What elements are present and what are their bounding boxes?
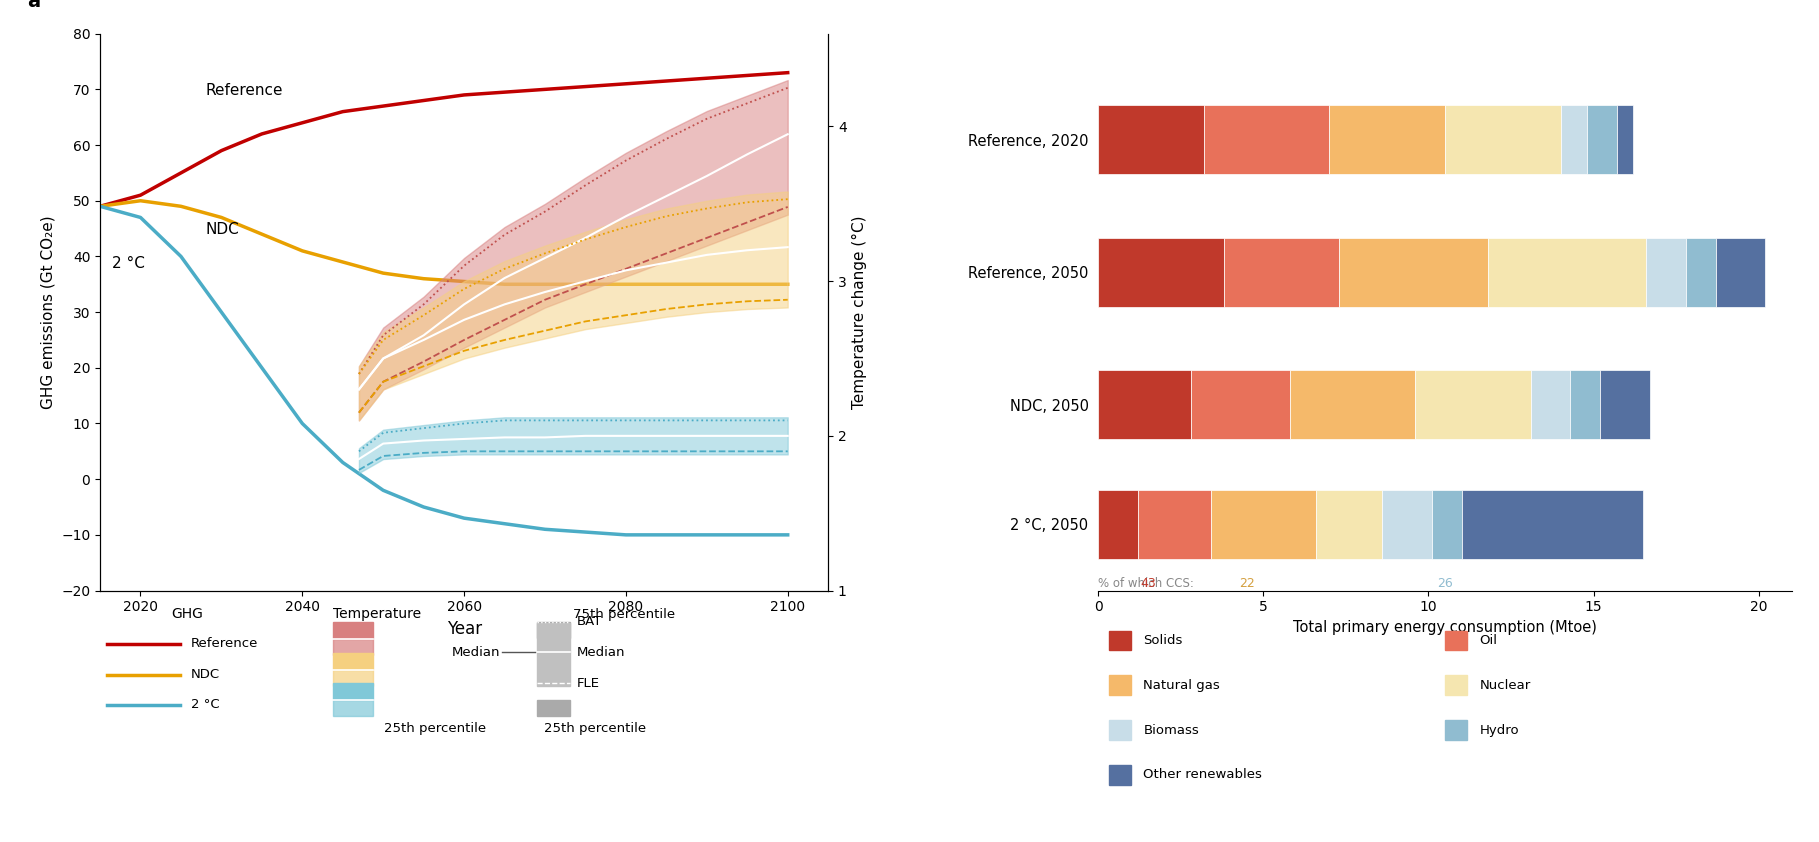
Text: 2 °C: 2 °C (191, 698, 220, 711)
Text: 43: 43 (1141, 578, 1155, 590)
Bar (333, 653, 373, 669)
Bar (1415, 370, 1532, 440)
Text: 2 °C: 2 °C (113, 256, 146, 270)
Bar (1586, 105, 1617, 174)
Y-axis label: GHG emissions (Gt CO₂e): GHG emissions (Gt CO₂e) (40, 216, 56, 409)
Bar (1108, 720, 1131, 740)
Bar (1561, 105, 1586, 174)
Text: 26: 26 (1437, 578, 1453, 590)
Text: NDC: NDC (206, 222, 238, 237)
Bar (333, 700, 373, 716)
Bar (1108, 765, 1131, 785)
Bar (1204, 105, 1330, 174)
Bar (1099, 370, 1191, 440)
Bar (1532, 370, 1570, 440)
Text: 25th percentile: 25th percentile (384, 722, 486, 734)
Text: Biomass: Biomass (1144, 723, 1199, 737)
Bar (1715, 237, 1764, 306)
Text: Median: Median (451, 646, 500, 658)
Bar (1488, 237, 1646, 306)
Text: NDC: NDC (191, 669, 220, 681)
Bar (537, 622, 569, 638)
Bar (1224, 237, 1339, 306)
Text: Reference: Reference (206, 83, 282, 98)
Bar (1099, 237, 1224, 306)
Bar (1317, 490, 1382, 559)
Text: Nuclear: Nuclear (1479, 679, 1532, 692)
Bar (1191, 370, 1290, 440)
Bar (1444, 720, 1468, 740)
Bar (1444, 105, 1561, 174)
Text: Oil: Oil (1479, 634, 1497, 647)
Bar (537, 623, 569, 685)
Text: Natural gas: Natural gas (1144, 679, 1221, 692)
Text: a: a (27, 0, 40, 12)
Y-axis label: Temperature change (°C): Temperature change (°C) (853, 216, 868, 409)
Bar (333, 683, 373, 699)
Bar (333, 639, 373, 655)
Text: Solids: Solids (1144, 634, 1182, 647)
Text: 22: 22 (1239, 578, 1255, 590)
Bar (1617, 105, 1633, 174)
Bar (1330, 105, 1444, 174)
Text: 25th percentile: 25th percentile (544, 722, 646, 734)
Text: GHG: GHG (171, 607, 204, 621)
X-axis label: Year: Year (446, 620, 482, 638)
Bar (333, 669, 373, 685)
X-axis label: Total primary energy consumption (Mtoe): Total primary energy consumption (Mtoe) (1293, 620, 1597, 635)
Text: Hydro: Hydro (1479, 723, 1519, 737)
Bar (1108, 675, 1131, 695)
Bar (1099, 105, 1204, 174)
Bar (1108, 631, 1131, 651)
Bar (1570, 370, 1601, 440)
Bar (537, 700, 569, 716)
Bar (1432, 490, 1461, 559)
Bar (1382, 490, 1432, 559)
Bar (333, 622, 373, 638)
Bar (1444, 631, 1468, 651)
Bar (1339, 237, 1488, 306)
Bar (1139, 490, 1210, 559)
Bar (1444, 675, 1468, 695)
Text: % of which CCS:: % of which CCS: (1099, 578, 1193, 590)
Bar (1210, 490, 1317, 559)
Text: Temperature: Temperature (333, 607, 420, 621)
Bar (1686, 237, 1715, 306)
Bar (1646, 237, 1686, 306)
Text: Other renewables: Other renewables (1144, 768, 1262, 781)
Text: FLE: FLE (577, 677, 600, 690)
Bar (1461, 490, 1643, 559)
Bar (1099, 490, 1139, 559)
Text: Reference: Reference (191, 637, 258, 650)
Text: Median: Median (577, 646, 626, 658)
Text: 75th percentile: 75th percentile (573, 608, 675, 621)
Bar (1290, 370, 1415, 440)
Bar (1601, 370, 1650, 440)
Text: BAT: BAT (577, 616, 602, 628)
